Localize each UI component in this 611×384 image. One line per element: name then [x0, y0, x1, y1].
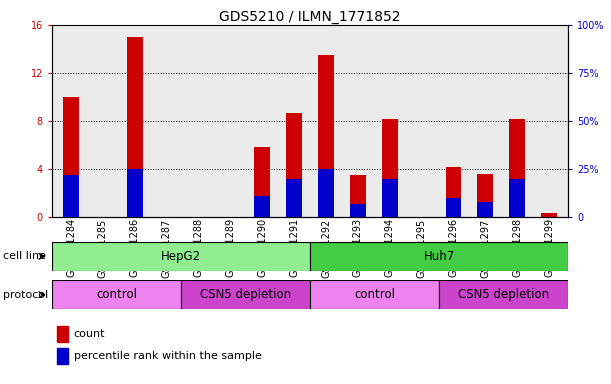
Bar: [57, 348, 68, 364]
Text: control: control: [354, 288, 395, 301]
Text: control: control: [96, 288, 137, 301]
Bar: [52, 242, 310, 271]
Bar: [286, 179, 302, 217]
Bar: [318, 169, 334, 217]
Text: cell line: cell line: [3, 251, 46, 262]
Bar: [181, 280, 310, 309]
Bar: [310, 280, 439, 309]
Bar: [254, 196, 270, 217]
Bar: [318, 55, 334, 217]
Bar: [477, 174, 493, 217]
Text: CSN5 depletion: CSN5 depletion: [200, 288, 291, 301]
Bar: [445, 198, 461, 217]
Text: percentile rank within the sample: percentile rank within the sample: [73, 351, 262, 361]
Text: GDS5210 / ILMN_1771852: GDS5210 / ILMN_1771852: [219, 10, 401, 23]
Bar: [254, 147, 270, 217]
Bar: [510, 119, 525, 217]
Text: Huh7: Huh7: [423, 250, 455, 263]
Bar: [63, 175, 79, 217]
Bar: [127, 37, 143, 217]
Bar: [286, 113, 302, 217]
Bar: [382, 179, 398, 217]
Text: count: count: [73, 329, 105, 339]
Bar: [445, 167, 461, 217]
Bar: [310, 242, 568, 271]
Bar: [477, 202, 493, 217]
Bar: [63, 97, 79, 217]
Bar: [350, 175, 366, 217]
Bar: [350, 204, 366, 217]
Bar: [541, 214, 557, 217]
Bar: [382, 119, 398, 217]
Text: HepG2: HepG2: [161, 250, 201, 263]
Bar: [127, 169, 143, 217]
Text: protocol: protocol: [3, 290, 48, 300]
Bar: [52, 280, 181, 309]
Bar: [439, 280, 568, 309]
Text: CSN5 depletion: CSN5 depletion: [458, 288, 549, 301]
Bar: [57, 326, 68, 342]
Bar: [510, 179, 525, 217]
